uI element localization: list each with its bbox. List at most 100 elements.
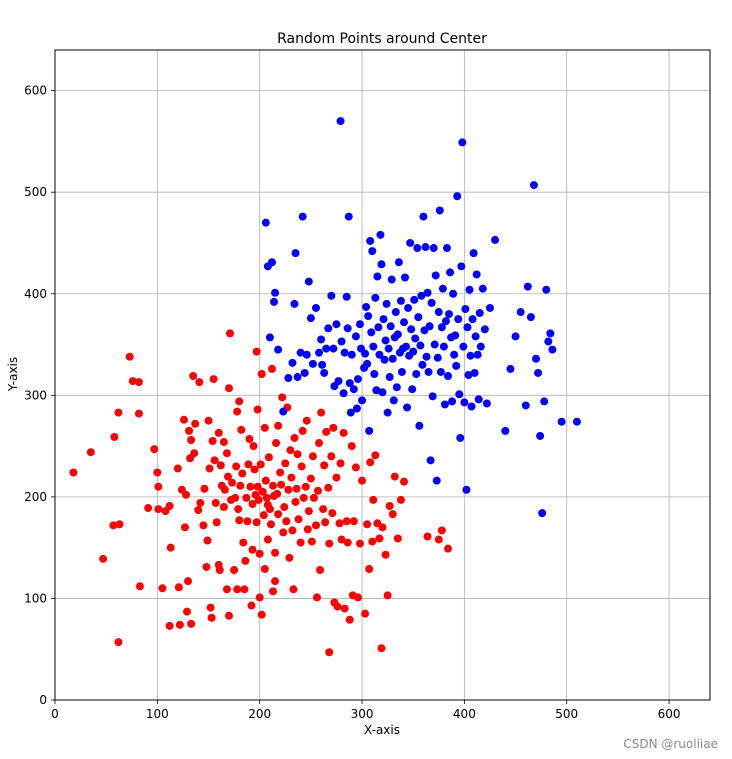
red-point [233,585,242,594]
x-tick-label: 0 [51,707,59,721]
red-point [277,480,286,489]
red-point [308,452,317,461]
red-point [241,556,250,565]
red-point [286,446,295,455]
axis-ticks: 0 100 200 300 400 500 600 0 100 200 300 400 500 600 [24,84,680,721]
blue-point [337,337,346,346]
blue-point [467,402,476,411]
red-point [293,450,302,459]
red-point [272,439,281,448]
blue-point [261,218,270,227]
red-point [381,550,390,559]
red-point [208,437,217,446]
red-point [294,515,303,524]
red-point [257,610,266,619]
red-point [343,538,352,547]
red-point [187,436,196,444]
blue-point [369,342,378,351]
red-point [267,364,276,373]
red-point [361,609,370,618]
blue-point [339,389,348,398]
blue-point [392,383,401,392]
blue-point [343,324,352,333]
red-point [235,397,244,406]
red-point [333,602,342,611]
blue-point [430,340,439,349]
red-point [298,426,307,435]
blue-point [374,323,383,332]
red-point [285,553,294,562]
blue-point [322,344,331,353]
blue-point [470,368,479,377]
red-point [320,461,329,470]
red-point [273,489,282,498]
blue-point [557,417,566,426]
blue-point [370,369,379,378]
red-point [423,532,432,541]
blue-point [532,354,541,363]
blue-point [407,325,416,334]
y-tick-label: 500 [24,185,47,199]
x-tick-label: 500 [555,707,578,721]
blue-point [441,317,450,326]
blue-point [406,238,415,247]
red-point [236,481,245,490]
blue-point [302,350,311,359]
red-point [224,611,233,620]
blue-point [544,337,553,346]
red-point [235,516,244,525]
red-point [248,499,257,508]
red-point [165,502,174,511]
red-point [249,442,258,451]
red-point [196,498,205,507]
blue-point [409,347,418,356]
blue-point [355,320,364,329]
blue-point [478,284,487,293]
red-point [252,518,261,527]
red-point [239,538,248,547]
blue-point [346,408,355,417]
blue-point [324,324,333,333]
red-point [263,535,272,544]
blue-point [377,260,386,269]
red-point [173,464,182,473]
y-axis-title: Y-axis [6,357,20,392]
blue-point [296,348,305,357]
red-point [268,587,277,596]
red-point [200,484,209,493]
blue-point [304,277,313,286]
red-point [185,426,194,435]
blue-point [511,332,520,341]
red-point [282,517,291,526]
blue-point [373,272,382,281]
red-point [339,428,348,437]
blue-point [460,398,469,407]
blue-point [446,268,455,277]
red-point [220,485,229,494]
red-point [115,520,124,529]
red-point [210,456,219,465]
blue-point [306,314,315,323]
blue-point [368,247,377,256]
blue-point [534,368,543,377]
red-point [321,518,330,527]
red-point [375,534,384,543]
blue-point [344,212,353,221]
red-point [206,603,215,612]
red-point [437,526,446,535]
red-point [385,502,394,511]
red-point [250,465,259,474]
blue-point [469,249,478,258]
red-point [287,473,296,482]
red-point [335,519,344,528]
blue-point [437,323,446,332]
red-point [261,476,270,485]
blue-point [364,312,373,321]
blue-point [288,358,297,367]
blue-point [320,368,329,377]
red-point [378,523,387,532]
blue-point [311,303,320,312]
blue-point [403,403,412,412]
red-point [317,408,326,417]
red-point [205,464,214,473]
